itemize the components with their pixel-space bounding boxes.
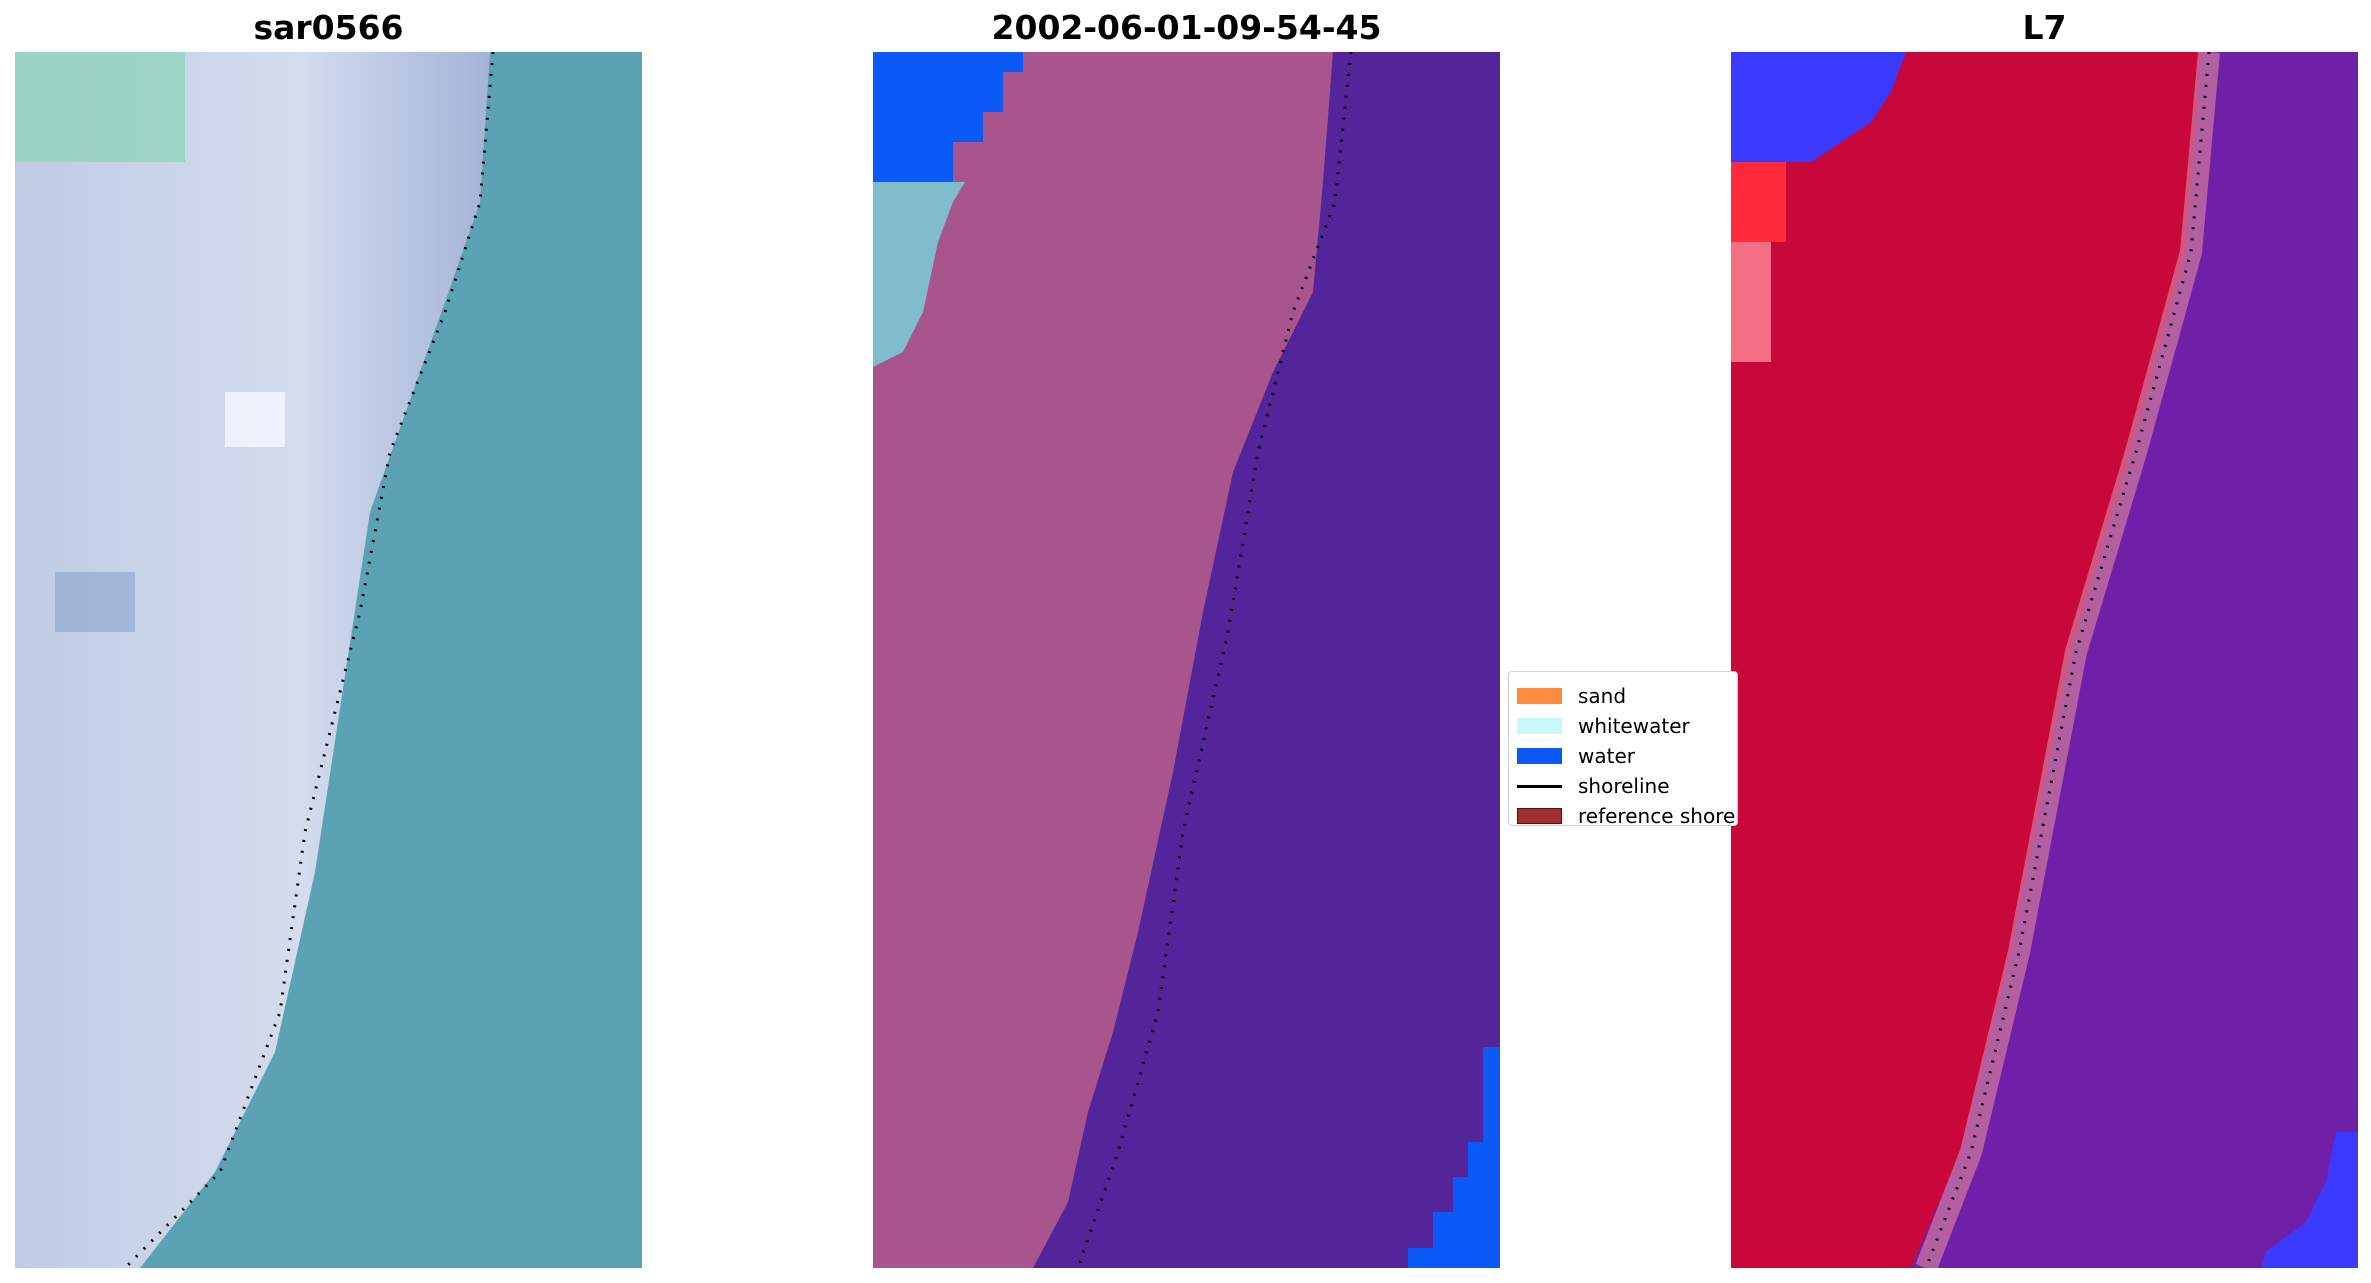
class-shoreline bbox=[1076, 52, 1353, 1268]
rgb-dark-patch bbox=[55, 572, 135, 632]
whitewater-swatch bbox=[1517, 718, 1562, 734]
panel-title-classified: 2002-06-01-09-54-45 bbox=[991, 8, 1382, 47]
index-land bbox=[1731, 52, 2201, 1268]
panel-title-rgb: sar0566 bbox=[253, 8, 404, 47]
rgb-land bbox=[15, 52, 490, 1268]
class-whitewater bbox=[873, 182, 965, 367]
legend-label-sand: sand bbox=[1578, 684, 1627, 708]
panel-title-index: L7 bbox=[2022, 8, 2067, 47]
rgb-shoreline bbox=[123, 52, 495, 1268]
index-red-patch bbox=[1731, 162, 1786, 242]
sand-swatch bbox=[1517, 688, 1562, 704]
class-water-topleft bbox=[873, 52, 1023, 182]
shoreline-swatch bbox=[1517, 784, 1562, 788]
legend-item-shoreline: shoreline bbox=[1517, 771, 1670, 801]
rgb-bright-patch bbox=[225, 392, 285, 447]
index-blue-bottomright bbox=[2261, 1132, 2358, 1268]
index-blue-topleft bbox=[1731, 52, 1906, 162]
class-land bbox=[873, 52, 1333, 1268]
legend-label-water: water bbox=[1578, 744, 1635, 768]
legend-item-whitewater: whitewater bbox=[1517, 711, 1690, 741]
legend-label-whitewater: whitewater bbox=[1578, 714, 1690, 738]
legend-item-water: water bbox=[1517, 741, 1635, 771]
class-water-bottomright bbox=[1408, 1047, 1500, 1268]
index-image-panel bbox=[1731, 52, 2358, 1268]
legend: sand whitewater water shoreline referenc… bbox=[1508, 671, 1738, 826]
index-pink-patch bbox=[1731, 242, 1771, 362]
legend-item-sand: sand bbox=[1517, 681, 1626, 711]
water-swatch bbox=[1517, 748, 1562, 764]
rgb-image-panel bbox=[15, 52, 642, 1268]
legend-label-shoreline: shoreline bbox=[1578, 774, 1670, 798]
rgb-vegetation-patch bbox=[15, 52, 185, 162]
legend-label-reference-shoreline: reference shoreline bbox=[1578, 804, 1737, 826]
reference-shoreline-swatch bbox=[1517, 808, 1562, 824]
index-shoreline bbox=[1924, 52, 2211, 1268]
classified-image-panel bbox=[873, 52, 1500, 1268]
legend-item-reference-shoreline: reference shoreline bbox=[1517, 801, 1737, 826]
